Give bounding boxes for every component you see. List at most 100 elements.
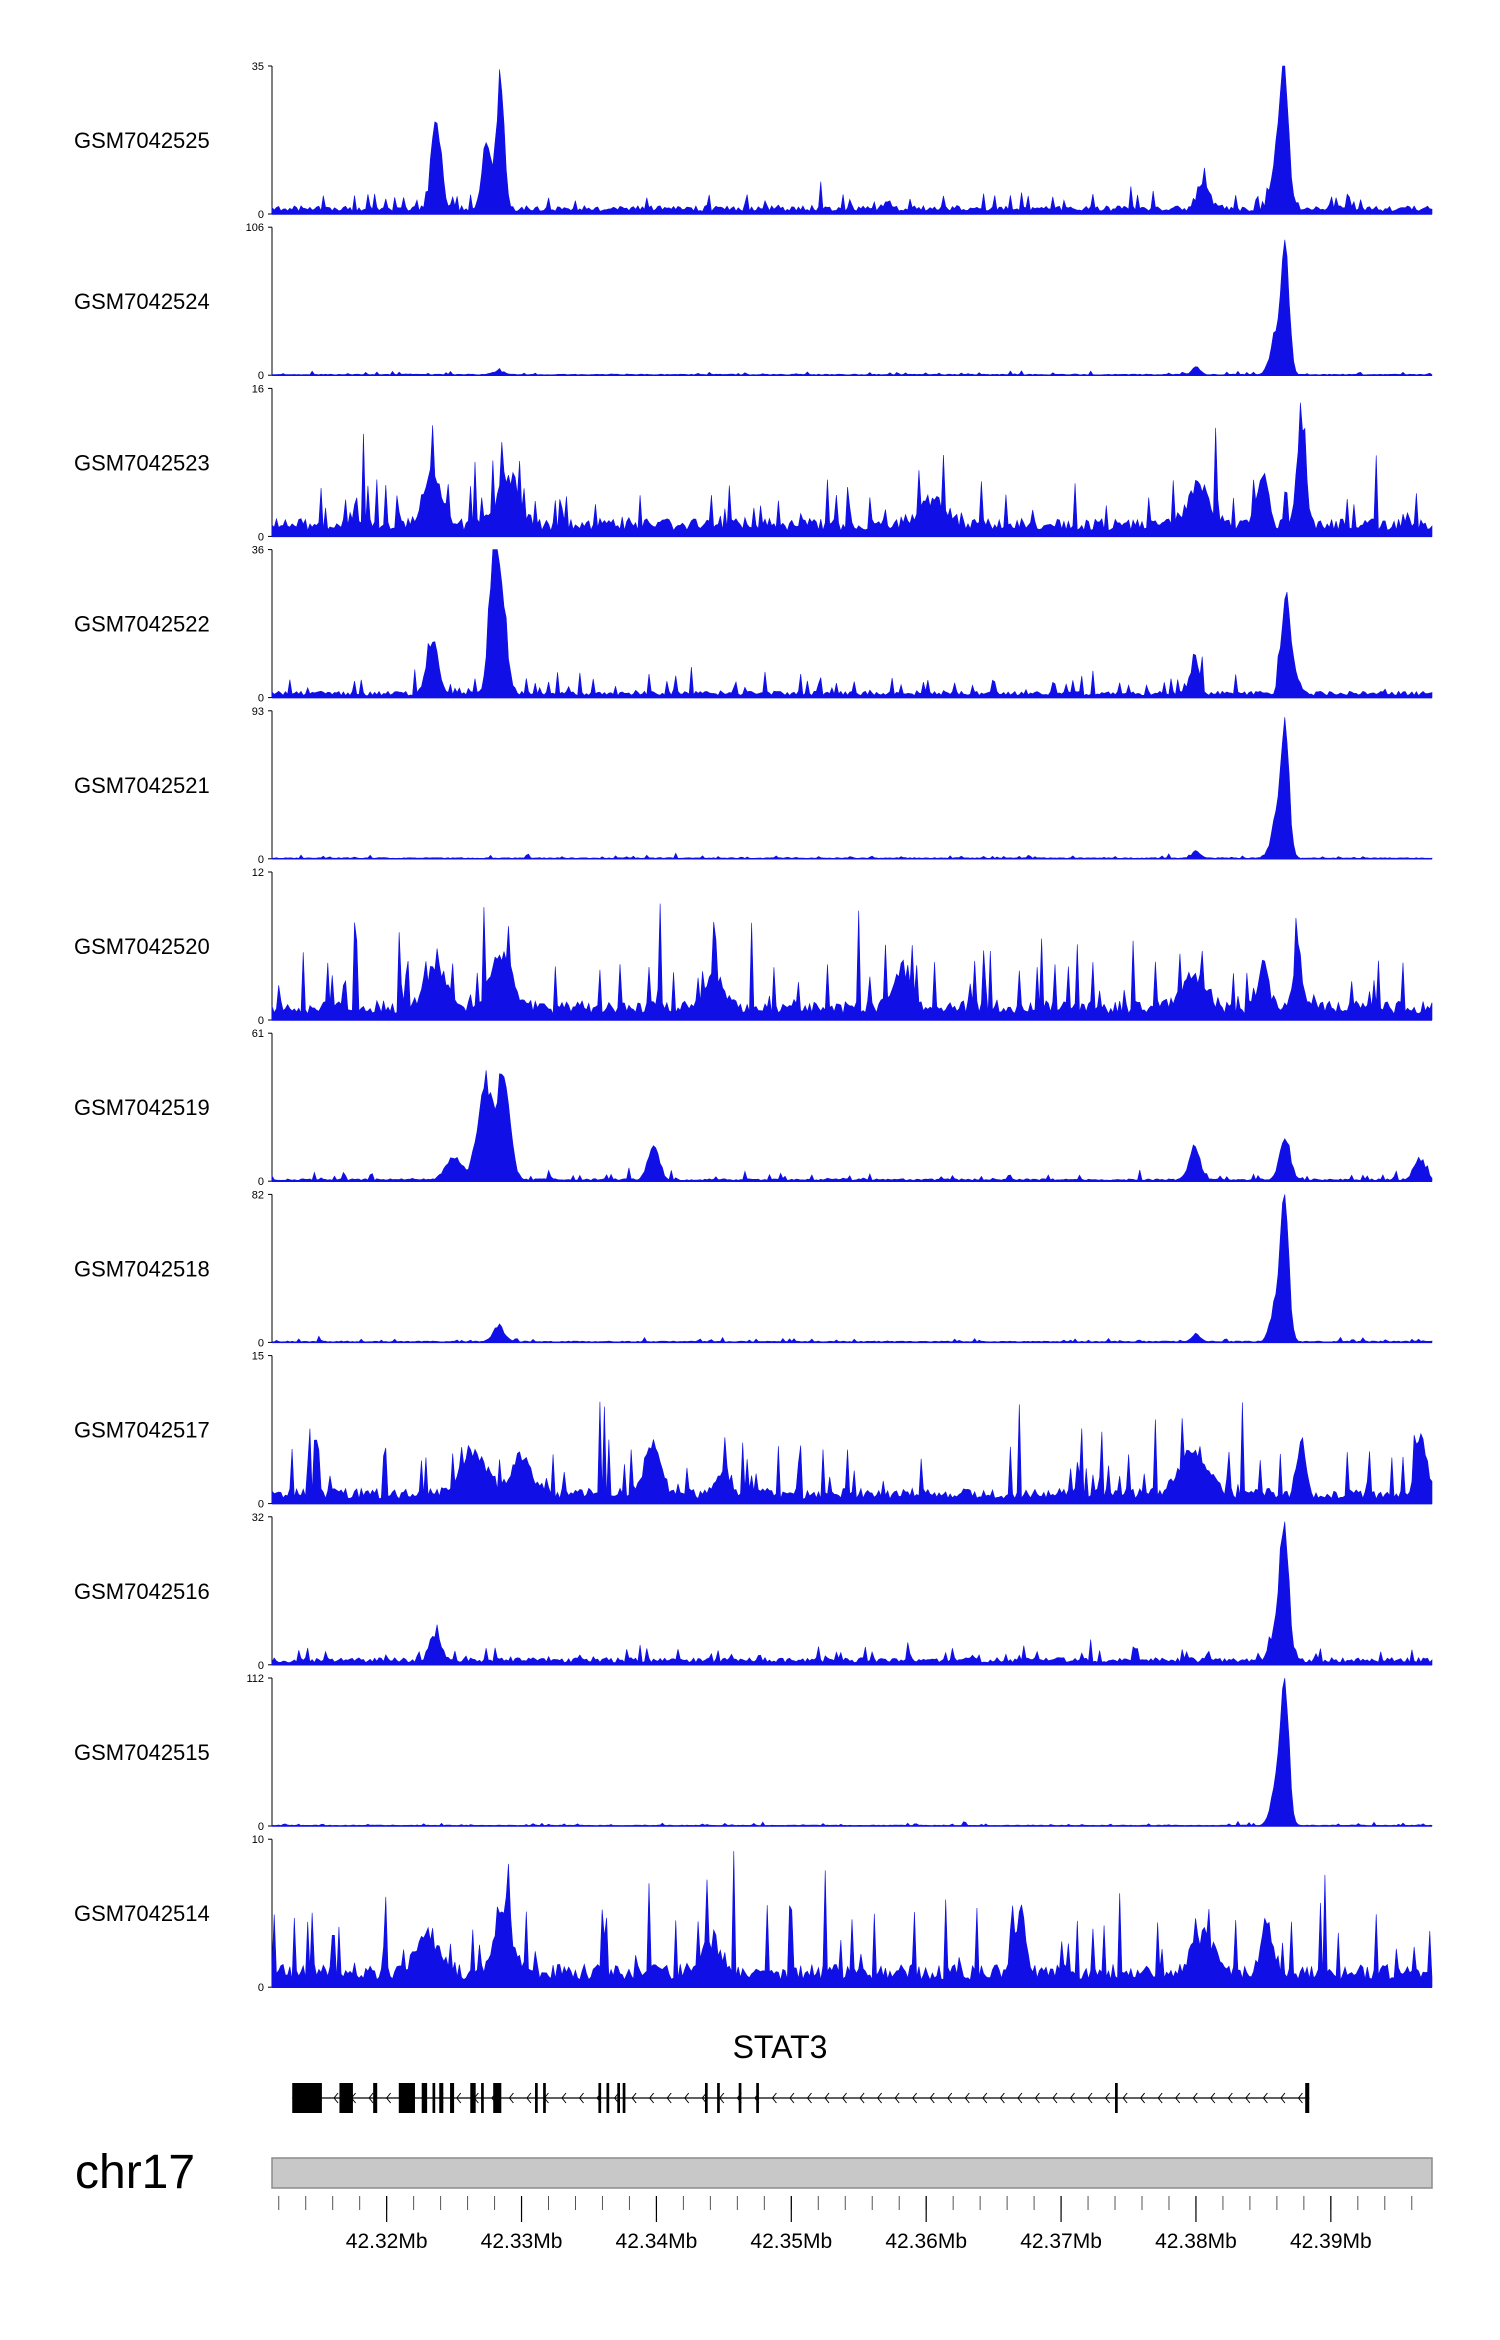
strand-arrow	[1069, 2092, 1075, 2104]
gene-exon	[432, 2083, 436, 2113]
strand-arrow	[386, 2092, 392, 2104]
strand-arrow	[578, 2092, 584, 2104]
strand-arrow	[613, 2092, 619, 2104]
ymax-label: 82	[252, 1189, 264, 1201]
gene-exon	[421, 2083, 428, 2113]
track-GSM7042522: GSM7042522 36 0	[74, 545, 1433, 705]
strand-arrow	[789, 2092, 795, 2104]
track-GSM7042518: GSM7042518 82 0	[74, 1189, 1433, 1349]
strand-arrow	[771, 2092, 777, 2104]
strand-arrow	[333, 2092, 339, 2104]
strand-arrow	[1175, 2092, 1181, 2104]
gene-exon	[622, 2083, 626, 2113]
chromosome-axis: chr17 42.32Mb 42.33Mb 42.34Mb 42.35Mb 42.36M…	[75, 2146, 1433, 2253]
track-label: GSM7042523	[74, 450, 210, 475]
track-label: GSM7042522	[74, 612, 210, 637]
gene-exon	[470, 2083, 476, 2113]
track-label: GSM7042517	[74, 1418, 210, 1443]
ymin-label: 0	[258, 854, 264, 866]
gene-exon	[717, 2083, 720, 2113]
coverage-area	[271, 1401, 1433, 1504]
strand-arrow	[964, 2092, 970, 2104]
gene-exon	[606, 2083, 610, 2113]
gene-exon	[373, 2083, 378, 2113]
ymin-label: 0	[258, 370, 264, 382]
ymax-label: 36	[252, 545, 264, 557]
coverage-area	[271, 717, 1433, 860]
coverage-area	[271, 402, 1433, 537]
strand-arrow	[859, 2092, 865, 2104]
track-label: GSM7042519	[74, 1095, 210, 1120]
ymax-label: 32	[252, 1512, 264, 1524]
x-tick-label: 42.35Mb	[750, 2230, 832, 2253]
track-label: GSM7042518	[74, 1256, 210, 1281]
strand-arrow	[999, 2092, 1005, 2104]
strand-arrow	[1297, 2092, 1303, 2104]
track-label: GSM7042521	[74, 773, 210, 798]
strand-arrow	[701, 2092, 707, 2104]
ymax-label: 15	[252, 1351, 264, 1363]
track-label: GSM7042516	[74, 1579, 210, 1604]
strand-arrow	[894, 2092, 900, 2104]
x-tick-label: 42.38Mb	[1155, 2230, 1237, 2253]
x-tick-label: 42.37Mb	[1020, 2230, 1102, 2253]
gene-annotation-track: STAT3	[292, 2029, 1310, 2113]
strand-arrow	[1122, 2092, 1128, 2104]
track-GSM7042517: GSM7042517 15 0	[74, 1351, 1433, 1511]
coverage-area	[271, 1677, 1433, 1827]
coverage-area	[271, 1851, 1433, 1988]
gene-exon	[292, 2083, 322, 2113]
ymin-label: 0	[258, 1982, 264, 1994]
ymin-label: 0	[258, 1015, 264, 1027]
track-GSM7042521: GSM7042521 93 0	[74, 706, 1433, 866]
ymin-label: 0	[258, 693, 264, 705]
coverage-area	[271, 1194, 1433, 1343]
ymin-label: 0	[258, 1176, 264, 1188]
ymax-label: 16	[252, 383, 264, 395]
strand-arrow	[824, 2092, 830, 2104]
track-GSM7042520: GSM7042520 12 0	[74, 867, 1433, 1027]
x-tick-label: 42.34Mb	[616, 2230, 698, 2253]
ymin-label: 0	[258, 209, 264, 221]
gene-exon	[339, 2083, 353, 2113]
gene-exon	[617, 2083, 620, 2113]
track-GSM7042516: GSM7042516 32 0	[74, 1512, 1433, 1672]
gene-exon	[1115, 2083, 1118, 2113]
gene-exon	[450, 2083, 455, 2113]
ymin-label: 0	[258, 531, 264, 543]
strand-arrow	[1192, 2092, 1198, 2104]
ymin-label: 0	[258, 1499, 264, 1511]
ymin-label: 0	[258, 1821, 264, 1833]
chromosome-ideogram	[271, 2157, 1433, 2189]
track-label: GSM7042514	[74, 1901, 210, 1926]
ymin-label: 0	[258, 1660, 264, 1672]
strand-arrow	[1104, 2092, 1110, 2104]
gene-label: STAT3	[733, 2029, 828, 2065]
gene-exon	[543, 2083, 546, 2113]
gene-exon	[481, 2083, 484, 2113]
track-GSM7042523: GSM7042523 16 0	[74, 383, 1433, 543]
strand-arrow	[912, 2092, 918, 2104]
gene-exon	[1305, 2083, 1310, 2113]
track-GSM7042524: GSM7042524 106 0	[74, 222, 1433, 382]
ymax-label: 106	[246, 222, 264, 234]
coverage-area	[271, 549, 1433, 698]
track-GSM7042514: GSM7042514 10 0	[74, 1834, 1433, 1994]
track-GSM7042515: GSM7042515 112 0	[74, 1673, 1433, 1833]
track-label: GSM7042525	[74, 128, 210, 153]
x-tick-label: 42.39Mb	[1290, 2230, 1372, 2253]
strand-arrow	[947, 2092, 953, 2104]
ymax-label: 35	[252, 61, 264, 73]
strand-arrow	[666, 2092, 672, 2104]
strand-arrow	[1157, 2092, 1163, 2104]
strand-arrow	[456, 2092, 462, 2104]
x-tick-label: 42.32Mb	[346, 2230, 428, 2253]
strand-arrow	[1140, 2092, 1146, 2104]
strand-arrow	[1245, 2092, 1251, 2104]
strand-arrow	[1017, 2092, 1023, 2104]
strand-arrow	[806, 2092, 812, 2104]
track-label: GSM7042520	[74, 934, 210, 959]
ymax-label: 61	[252, 1028, 264, 1040]
strand-arrow	[876, 2092, 883, 2104]
